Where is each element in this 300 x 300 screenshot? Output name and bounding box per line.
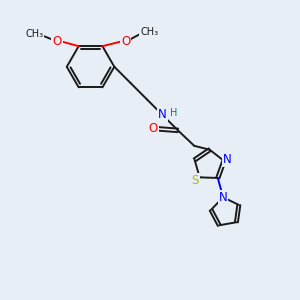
Text: N: N: [219, 191, 227, 204]
Text: N: N: [223, 153, 232, 166]
Text: O: O: [148, 122, 158, 135]
Text: O: O: [52, 35, 62, 48]
Text: CH₃: CH₃: [25, 29, 43, 39]
Text: CH₃: CH₃: [140, 27, 158, 37]
Text: H: H: [170, 108, 178, 118]
Text: O: O: [121, 35, 130, 48]
Text: S: S: [191, 174, 199, 188]
Text: N: N: [158, 108, 167, 122]
